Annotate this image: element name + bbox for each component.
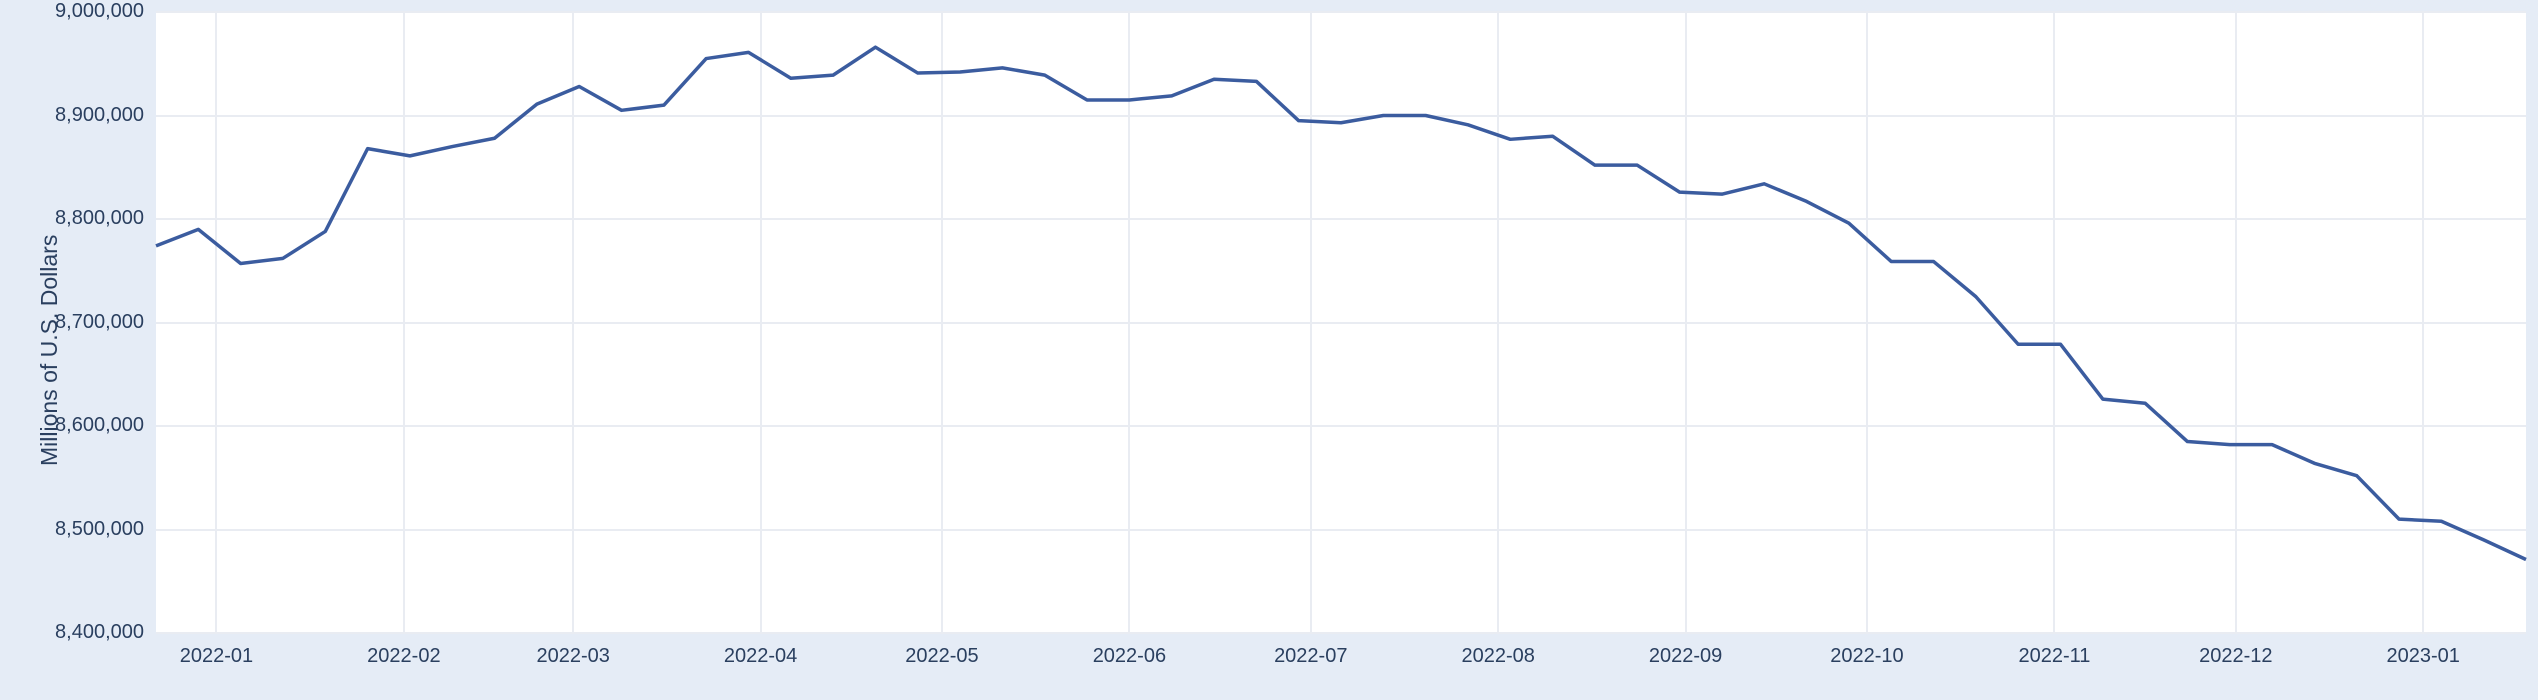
series-line [156, 47, 2526, 559]
chart-container: Millions of U.S. Dollars 8,400,0008,500,… [0, 0, 2538, 700]
line-layer [0, 0, 2538, 700]
